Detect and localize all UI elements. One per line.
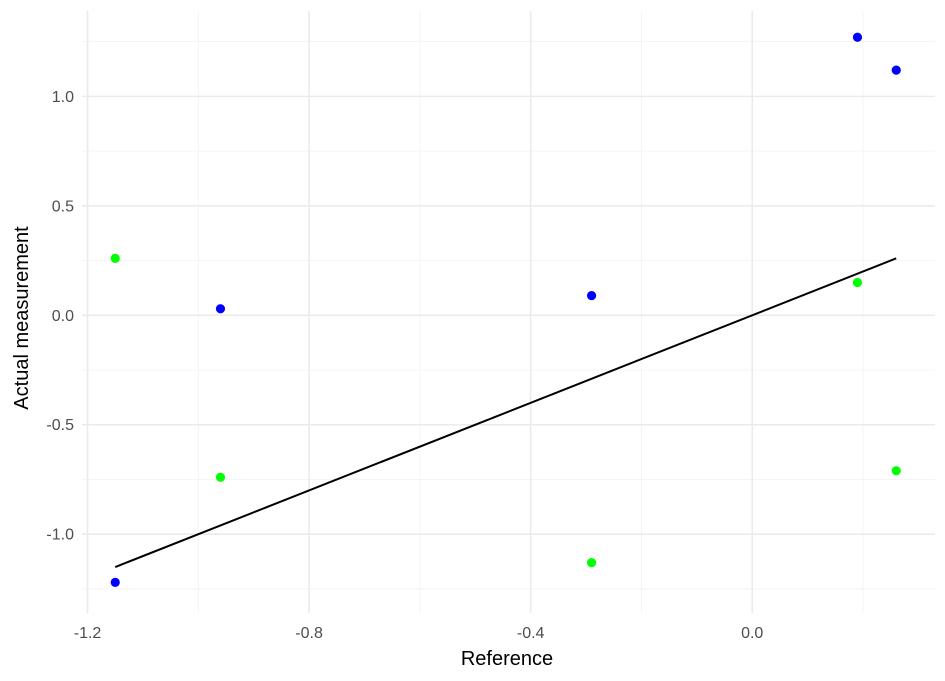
y-tick-label: 0.0 <box>52 308 74 325</box>
fit-line <box>114 257 897 568</box>
data-point-series-1 <box>586 290 597 301</box>
x-tick-label: -1.2 <box>74 625 102 642</box>
y-tick-label: 1.0 <box>52 89 74 106</box>
y-axis-ticks: -1.0 -0.5 0.0 0.5 1.0 <box>46 89 74 544</box>
y-axis-title: Actual measurement <box>11 226 33 410</box>
data-point-series-1 <box>215 304 226 314</box>
x-axis-title: Reference <box>461 648 553 670</box>
y-tick-label: -0.5 <box>46 417 74 434</box>
y-tick-label: 0.5 <box>52 198 74 215</box>
y-tick-label: -1.0 <box>46 527 74 544</box>
x-tick-label: 0.0 <box>741 625 763 642</box>
data-point-series-2 <box>110 253 120 263</box>
data-point-series-1 <box>891 65 901 75</box>
data-point-series-1 <box>852 32 863 42</box>
grid <box>82 11 935 613</box>
x-tick-label: -0.8 <box>295 625 323 642</box>
data-point-series-2 <box>215 472 226 482</box>
data-point-series-2 <box>891 466 901 476</box>
fit-line-group <box>114 257 897 568</box>
data-point-series-2 <box>586 558 597 568</box>
data-point-series-2 <box>852 277 863 288</box>
data-points <box>110 32 901 587</box>
x-axis-ticks: -1.2 -0.8 -0.4 0.0 <box>74 625 764 642</box>
x-tick-label: -0.4 <box>517 625 545 642</box>
data-point-series-1 <box>110 577 120 587</box>
